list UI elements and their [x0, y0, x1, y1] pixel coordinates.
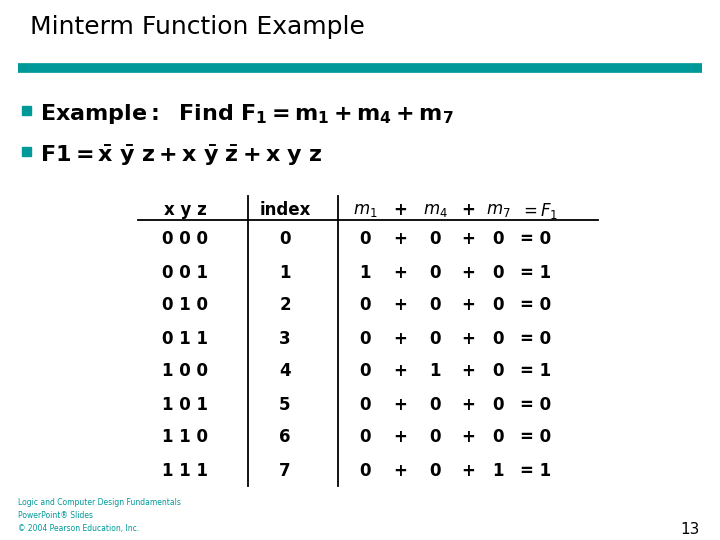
- Text: = 0: = 0: [520, 329, 551, 348]
- Text: = 1: = 1: [520, 362, 551, 381]
- Text: = 1: = 1: [520, 462, 551, 480]
- Text: 0: 0: [279, 231, 291, 248]
- Bar: [22, 147, 31, 156]
- Text: +: +: [393, 329, 407, 348]
- Text: Minterm Function Example: Minterm Function Example: [30, 15, 365, 39]
- Text: +: +: [393, 462, 407, 480]
- Text: = 0: = 0: [520, 231, 551, 248]
- Text: 0: 0: [429, 329, 441, 348]
- Text: 0: 0: [359, 329, 371, 348]
- Text: +: +: [393, 362, 407, 381]
- Text: 1 0 0: 1 0 0: [162, 362, 208, 381]
- Text: 0: 0: [429, 429, 441, 447]
- Text: +: +: [393, 429, 407, 447]
- Text: 0 0 1: 0 0 1: [162, 264, 208, 281]
- Text: 3: 3: [279, 329, 291, 348]
- Text: = 0: = 0: [520, 395, 551, 414]
- Text: 13: 13: [680, 522, 700, 537]
- Text: 4: 4: [279, 362, 291, 381]
- Text: 1: 1: [279, 264, 291, 281]
- Text: +: +: [461, 201, 475, 219]
- Text: 0: 0: [492, 429, 504, 447]
- Text: 6: 6: [279, 429, 291, 447]
- Text: +: +: [393, 264, 407, 281]
- Text: 0: 0: [492, 362, 504, 381]
- Text: 0 1 1: 0 1 1: [162, 329, 208, 348]
- Text: 1: 1: [492, 462, 504, 480]
- Text: +: +: [393, 296, 407, 314]
- Text: 0: 0: [359, 362, 371, 381]
- Text: $\mathbf{Example:\ \ Find\ F_1 = m_1 + m_4 + m_7}$: $\mathbf{Example:\ \ Find\ F_1 = m_1 + m…: [40, 102, 454, 126]
- Text: +: +: [393, 201, 407, 219]
- Text: +: +: [461, 362, 475, 381]
- Text: +: +: [461, 329, 475, 348]
- Text: 1: 1: [359, 264, 371, 281]
- Text: +: +: [461, 264, 475, 281]
- Text: 5: 5: [279, 395, 291, 414]
- Text: 0 1 0: 0 1 0: [162, 296, 208, 314]
- Text: 0: 0: [492, 296, 504, 314]
- Text: 2: 2: [279, 296, 291, 314]
- Text: 0: 0: [492, 231, 504, 248]
- Text: 0: 0: [492, 264, 504, 281]
- Text: 1 1 0: 1 1 0: [162, 429, 208, 447]
- Text: 0: 0: [429, 296, 441, 314]
- Text: = 1: = 1: [520, 264, 551, 281]
- Text: +: +: [461, 231, 475, 248]
- Text: 0 0 0: 0 0 0: [162, 231, 208, 248]
- Text: 0: 0: [429, 231, 441, 248]
- Text: Logic and Computer Design Fundamentals
PowerPoint® Slides
© 2004 Pearson Educati: Logic and Computer Design Fundamentals P…: [18, 498, 181, 534]
- Text: 0: 0: [359, 429, 371, 447]
- Text: 0: 0: [429, 462, 441, 480]
- Text: 0: 0: [359, 462, 371, 480]
- Text: 1 0 1: 1 0 1: [162, 395, 208, 414]
- Text: +: +: [461, 296, 475, 314]
- Text: $\mathbf{F1 = \bar{x}\ \bar{y}\ z + x\ \bar{y}\ \bar{z} + x\ y\ z}$: $\mathbf{F1 = \bar{x}\ \bar{y}\ z + x\ \…: [40, 143, 323, 168]
- Text: +: +: [461, 462, 475, 480]
- Text: 1: 1: [429, 362, 441, 381]
- Text: 1 1 1: 1 1 1: [162, 462, 208, 480]
- Text: = 0: = 0: [520, 429, 551, 447]
- Text: 0: 0: [492, 395, 504, 414]
- Text: 0: 0: [429, 264, 441, 281]
- Text: = 0: = 0: [520, 296, 551, 314]
- Text: $m_4$: $m_4$: [423, 201, 447, 219]
- Text: 0: 0: [429, 395, 441, 414]
- Text: 0: 0: [359, 231, 371, 248]
- Text: +: +: [461, 395, 475, 414]
- Text: 7: 7: [279, 462, 291, 480]
- Text: 0: 0: [492, 329, 504, 348]
- Text: +: +: [461, 429, 475, 447]
- Text: +: +: [393, 231, 407, 248]
- Bar: [22, 106, 31, 115]
- Text: 0: 0: [359, 395, 371, 414]
- Text: 0: 0: [359, 296, 371, 314]
- Text: x y z: x y z: [163, 201, 207, 219]
- Text: $m_7$: $m_7$: [486, 201, 510, 219]
- Text: index: index: [259, 201, 311, 219]
- Text: $= F_1$: $= F_1$: [520, 201, 558, 221]
- Text: $m_1$: $m_1$: [353, 201, 377, 219]
- Text: +: +: [393, 395, 407, 414]
